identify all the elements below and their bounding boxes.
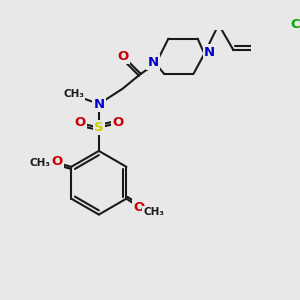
Text: N: N bbox=[204, 46, 215, 59]
Text: CH₃: CH₃ bbox=[143, 207, 164, 217]
Text: O: O bbox=[118, 50, 129, 63]
Text: Cl: Cl bbox=[290, 18, 300, 31]
Text: O: O bbox=[51, 155, 63, 168]
Text: N: N bbox=[93, 98, 104, 110]
Text: N: N bbox=[148, 56, 159, 69]
Text: O: O bbox=[133, 200, 145, 214]
Text: O: O bbox=[74, 116, 85, 129]
Text: S: S bbox=[94, 121, 104, 134]
Text: O: O bbox=[112, 116, 124, 129]
Text: CH₃: CH₃ bbox=[63, 89, 84, 99]
Text: CH₃: CH₃ bbox=[30, 158, 51, 169]
